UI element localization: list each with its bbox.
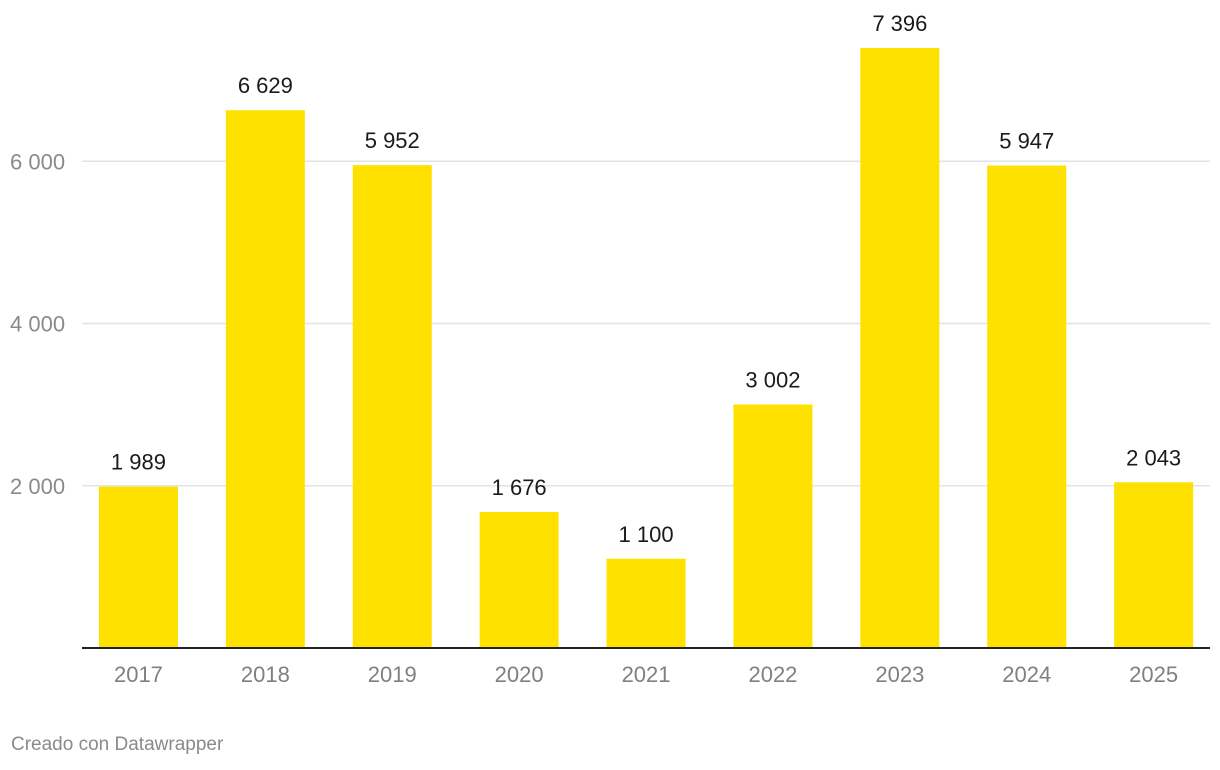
data-label: 6 629 xyxy=(238,73,293,98)
x-tick-label: 2017 xyxy=(114,662,163,687)
data-labels: 1 989 6 629 5 952 1 676 1 100 3 002 7 396 5 947… xyxy=(111,11,1181,547)
x-tick-label: 2018 xyxy=(241,662,290,687)
x-tick-label: 2022 xyxy=(748,662,797,687)
x-tick-label: 2025 xyxy=(1129,662,1178,687)
y-tick-label: 6 000 xyxy=(10,149,65,174)
axes: 2 000 4 000 6 000 2017 2018 2019 2020 2021 2022 2… xyxy=(10,149,1210,687)
data-label: 1 676 xyxy=(492,475,547,500)
data-label: 3 002 xyxy=(745,367,800,392)
x-tick-label: 2021 xyxy=(622,662,671,687)
bar xyxy=(733,404,813,648)
bar-chart: 1 989 6 629 5 952 1 676 1 100 3 002 7 396 5 947… xyxy=(10,11,1210,687)
bar xyxy=(352,165,432,648)
y-tick-label: 4 000 xyxy=(10,312,65,337)
data-label: 5 947 xyxy=(999,129,1054,154)
data-label: 1 100 xyxy=(619,522,674,547)
y-tick-label: 2 000 xyxy=(10,474,65,499)
data-label: 5 952 xyxy=(365,128,420,153)
bar xyxy=(606,558,686,648)
credit-footer: Creado con Datawrapper xyxy=(11,734,224,755)
bar xyxy=(225,110,305,648)
bars xyxy=(98,48,1194,648)
data-label: 2 043 xyxy=(1126,445,1181,470)
bar xyxy=(1114,482,1194,648)
x-tick-label: 2019 xyxy=(368,662,417,687)
bar xyxy=(98,486,178,648)
x-tick-label: 2023 xyxy=(875,662,924,687)
data-label: 7 396 xyxy=(872,11,927,36)
bar xyxy=(479,512,559,648)
bar xyxy=(860,48,940,648)
x-tick-label: 2024 xyxy=(1002,662,1051,687)
bar xyxy=(987,165,1067,648)
data-label: 1 989 xyxy=(111,450,166,475)
x-tick-label: 2020 xyxy=(495,662,544,687)
